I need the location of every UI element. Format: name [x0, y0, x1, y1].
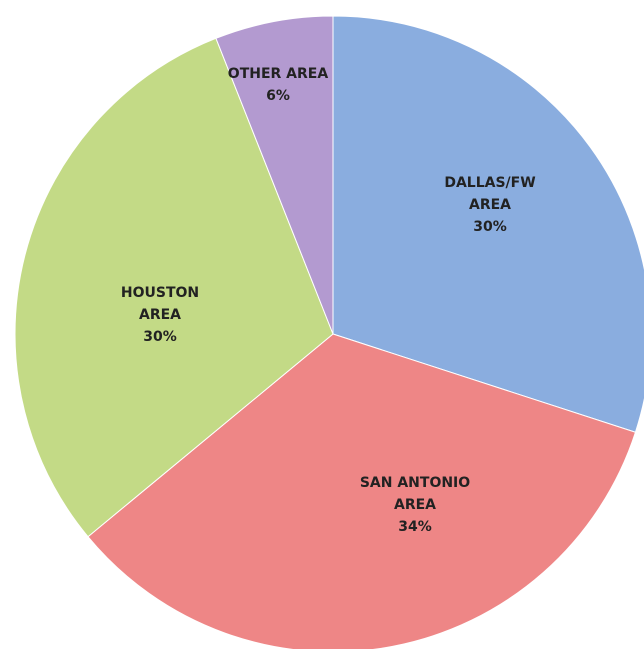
category-label: SAN ANTONIO AREA — [359, 475, 471, 513]
pie-slice — [87, 333, 637, 649]
value-label: 6% — [266, 88, 290, 104]
category-label: OTHER AREA — [227, 66, 329, 82]
value-label: 30% — [473, 219, 507, 235]
slice-label: HOUSTON AREA 30% — [110, 282, 210, 348]
pie-slice — [215, 15, 334, 335]
value-label: 34% — [398, 519, 432, 535]
category-label: DALLAS/FW AREA — [444, 175, 536, 213]
pie-slice — [14, 37, 334, 538]
slice-label: DALLAS/FW AREA 30% — [435, 172, 545, 238]
category-label: HOUSTON AREA — [120, 285, 200, 323]
slice-label: SAN ANTONIO AREA 34% — [355, 472, 475, 538]
slice-label: OTHER AREA 6% — [218, 63, 338, 107]
pie-slice — [332, 15, 644, 433]
value-label: 30% — [143, 329, 177, 345]
